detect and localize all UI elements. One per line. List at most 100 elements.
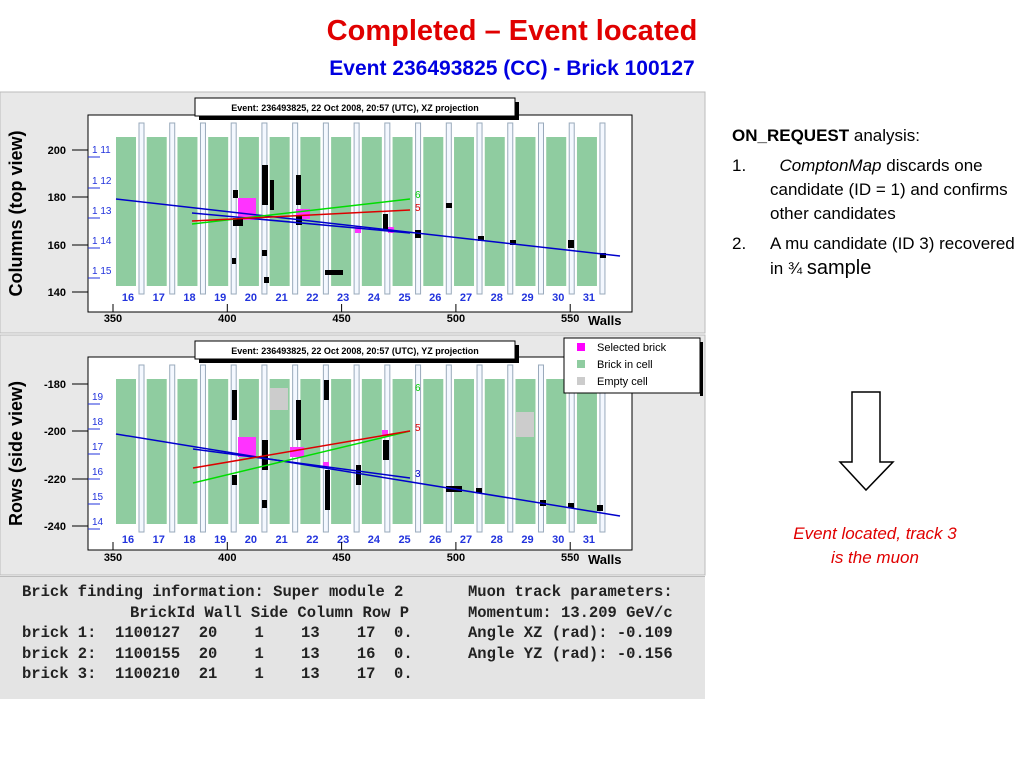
brick-column bbox=[576, 379, 597, 524]
brick-column bbox=[331, 379, 352, 524]
brick-column bbox=[300, 137, 321, 286]
hit bbox=[232, 258, 236, 264]
brick-column bbox=[116, 379, 136, 524]
hit bbox=[597, 505, 603, 511]
hit bbox=[262, 250, 267, 256]
wall-number: 22 bbox=[306, 534, 318, 546]
wall-number: 26 bbox=[429, 292, 441, 304]
cell-stripe bbox=[169, 364, 176, 533]
item-tail: sample bbox=[806, 257, 872, 279]
y-axis-label: Columns (top view) bbox=[6, 130, 26, 296]
wall-number: 24 bbox=[368, 534, 381, 546]
row-label: 1 11 bbox=[92, 145, 111, 156]
table-line: brick 3: 1100210 21 1 13 17 0. bbox=[22, 665, 413, 683]
notes: ON_REQUEST analysis: 1. ComptonMap disca… bbox=[732, 124, 1017, 281]
info-table: Brick finding information: Super module … bbox=[0, 576, 705, 699]
hit bbox=[478, 236, 484, 241]
brick-column bbox=[208, 137, 229, 286]
cell-stripe bbox=[292, 122, 299, 295]
y-tick-label: -220 bbox=[44, 474, 66, 486]
x-tick-label: 500 bbox=[447, 313, 465, 325]
wall-number: 20 bbox=[245, 534, 257, 546]
legend-swatch bbox=[577, 360, 585, 368]
table-line: Muon track parameters: bbox=[468, 583, 673, 601]
conclusion-line: is the muon bbox=[831, 548, 919, 567]
brick-column bbox=[484, 137, 505, 286]
y-tick-label: -240 bbox=[44, 521, 66, 533]
hit bbox=[510, 240, 516, 245]
x-axis-label: Walls bbox=[588, 313, 621, 328]
track-label: 5 bbox=[415, 423, 421, 434]
hit bbox=[296, 400, 301, 440]
brick-column bbox=[392, 379, 413, 524]
hit bbox=[232, 475, 237, 485]
table-line: Brick finding information: Super module … bbox=[22, 583, 404, 601]
hit bbox=[264, 277, 269, 283]
wall-number: 28 bbox=[491, 534, 503, 546]
hit bbox=[296, 175, 301, 205]
table-line: brick 2: 1100155 20 1 13 16 0. bbox=[22, 644, 413, 663]
hit bbox=[232, 390, 237, 420]
legend-box bbox=[563, 337, 701, 394]
wall-number: 28 bbox=[491, 292, 503, 304]
cell-stripe bbox=[353, 364, 360, 533]
selected-brick bbox=[238, 437, 256, 457]
title: Completed – Event located bbox=[327, 15, 698, 47]
selected-brick bbox=[323, 462, 329, 468]
cell-stripe bbox=[230, 122, 237, 295]
selected-brick bbox=[296, 209, 310, 219]
cell-stripe bbox=[599, 122, 606, 295]
wall-number: 26 bbox=[429, 534, 441, 546]
track-label: 5 bbox=[415, 203, 421, 214]
cell-stripe bbox=[537, 364, 544, 533]
brick-column bbox=[454, 137, 475, 286]
wall-number: 31 bbox=[583, 534, 595, 546]
note-item: 2. A mu candidate (ID 3) recovered in ¾ s… bbox=[732, 232, 1017, 281]
y-tick-label: 160 bbox=[48, 240, 66, 252]
hit bbox=[383, 440, 389, 460]
row-label: 1 14 bbox=[92, 236, 112, 247]
cell-stripe bbox=[537, 122, 544, 295]
cell-stripe bbox=[507, 364, 514, 533]
row-label: 16 bbox=[92, 467, 104, 478]
wall-number: 29 bbox=[521, 292, 533, 304]
y-tick-label: 180 bbox=[48, 192, 66, 204]
legend-swatch bbox=[577, 377, 585, 385]
item-text: A mu candidate (ID 3) recovered in ¾ sam… bbox=[770, 232, 1017, 281]
hit bbox=[262, 500, 267, 508]
x-tick-label: 450 bbox=[332, 552, 350, 564]
wall-number: 31 bbox=[583, 292, 595, 304]
wall-number: 16 bbox=[122, 292, 134, 304]
brick-column bbox=[177, 379, 198, 524]
legend-shadow bbox=[700, 342, 703, 396]
wall-number: 18 bbox=[183, 534, 195, 546]
wall-number: 19 bbox=[214, 292, 226, 304]
row-label: 18 bbox=[92, 417, 104, 428]
down-arrow bbox=[838, 391, 895, 492]
notes-heading: ON_REQUEST analysis: bbox=[732, 124, 1017, 148]
muon-info: Muon track parameters: Momentum: 13.209 G… bbox=[468, 582, 705, 664]
cell-stripe bbox=[415, 364, 422, 533]
brick-column bbox=[146, 137, 167, 286]
row-label: 15 bbox=[92, 492, 104, 503]
hit bbox=[233, 218, 243, 226]
frame-title-box bbox=[194, 340, 516, 360]
wall-number: 30 bbox=[552, 534, 564, 546]
legend-label: Brick in cell bbox=[597, 359, 653, 371]
table-line: Angle XZ (rad): -0.109 bbox=[468, 624, 673, 642]
brick-column bbox=[331, 137, 352, 286]
x-tick-label: 450 bbox=[332, 313, 350, 325]
brick-column bbox=[269, 379, 290, 524]
legend-label: Selected brick bbox=[597, 342, 667, 354]
cell-stripe bbox=[476, 364, 483, 533]
wall-number: 23 bbox=[337, 292, 349, 304]
hit bbox=[262, 165, 268, 205]
table-line: brick 1: 1100127 20 1 13 17 0. bbox=[22, 624, 413, 642]
wall-number: 21 bbox=[276, 292, 288, 304]
y-axis-label: Rows (side view) bbox=[6, 381, 26, 526]
hit bbox=[383, 214, 388, 229]
y-tick-label: -200 bbox=[44, 426, 66, 438]
wall-number: 21 bbox=[276, 534, 288, 546]
hit bbox=[476, 488, 482, 493]
brick-column bbox=[546, 379, 567, 524]
